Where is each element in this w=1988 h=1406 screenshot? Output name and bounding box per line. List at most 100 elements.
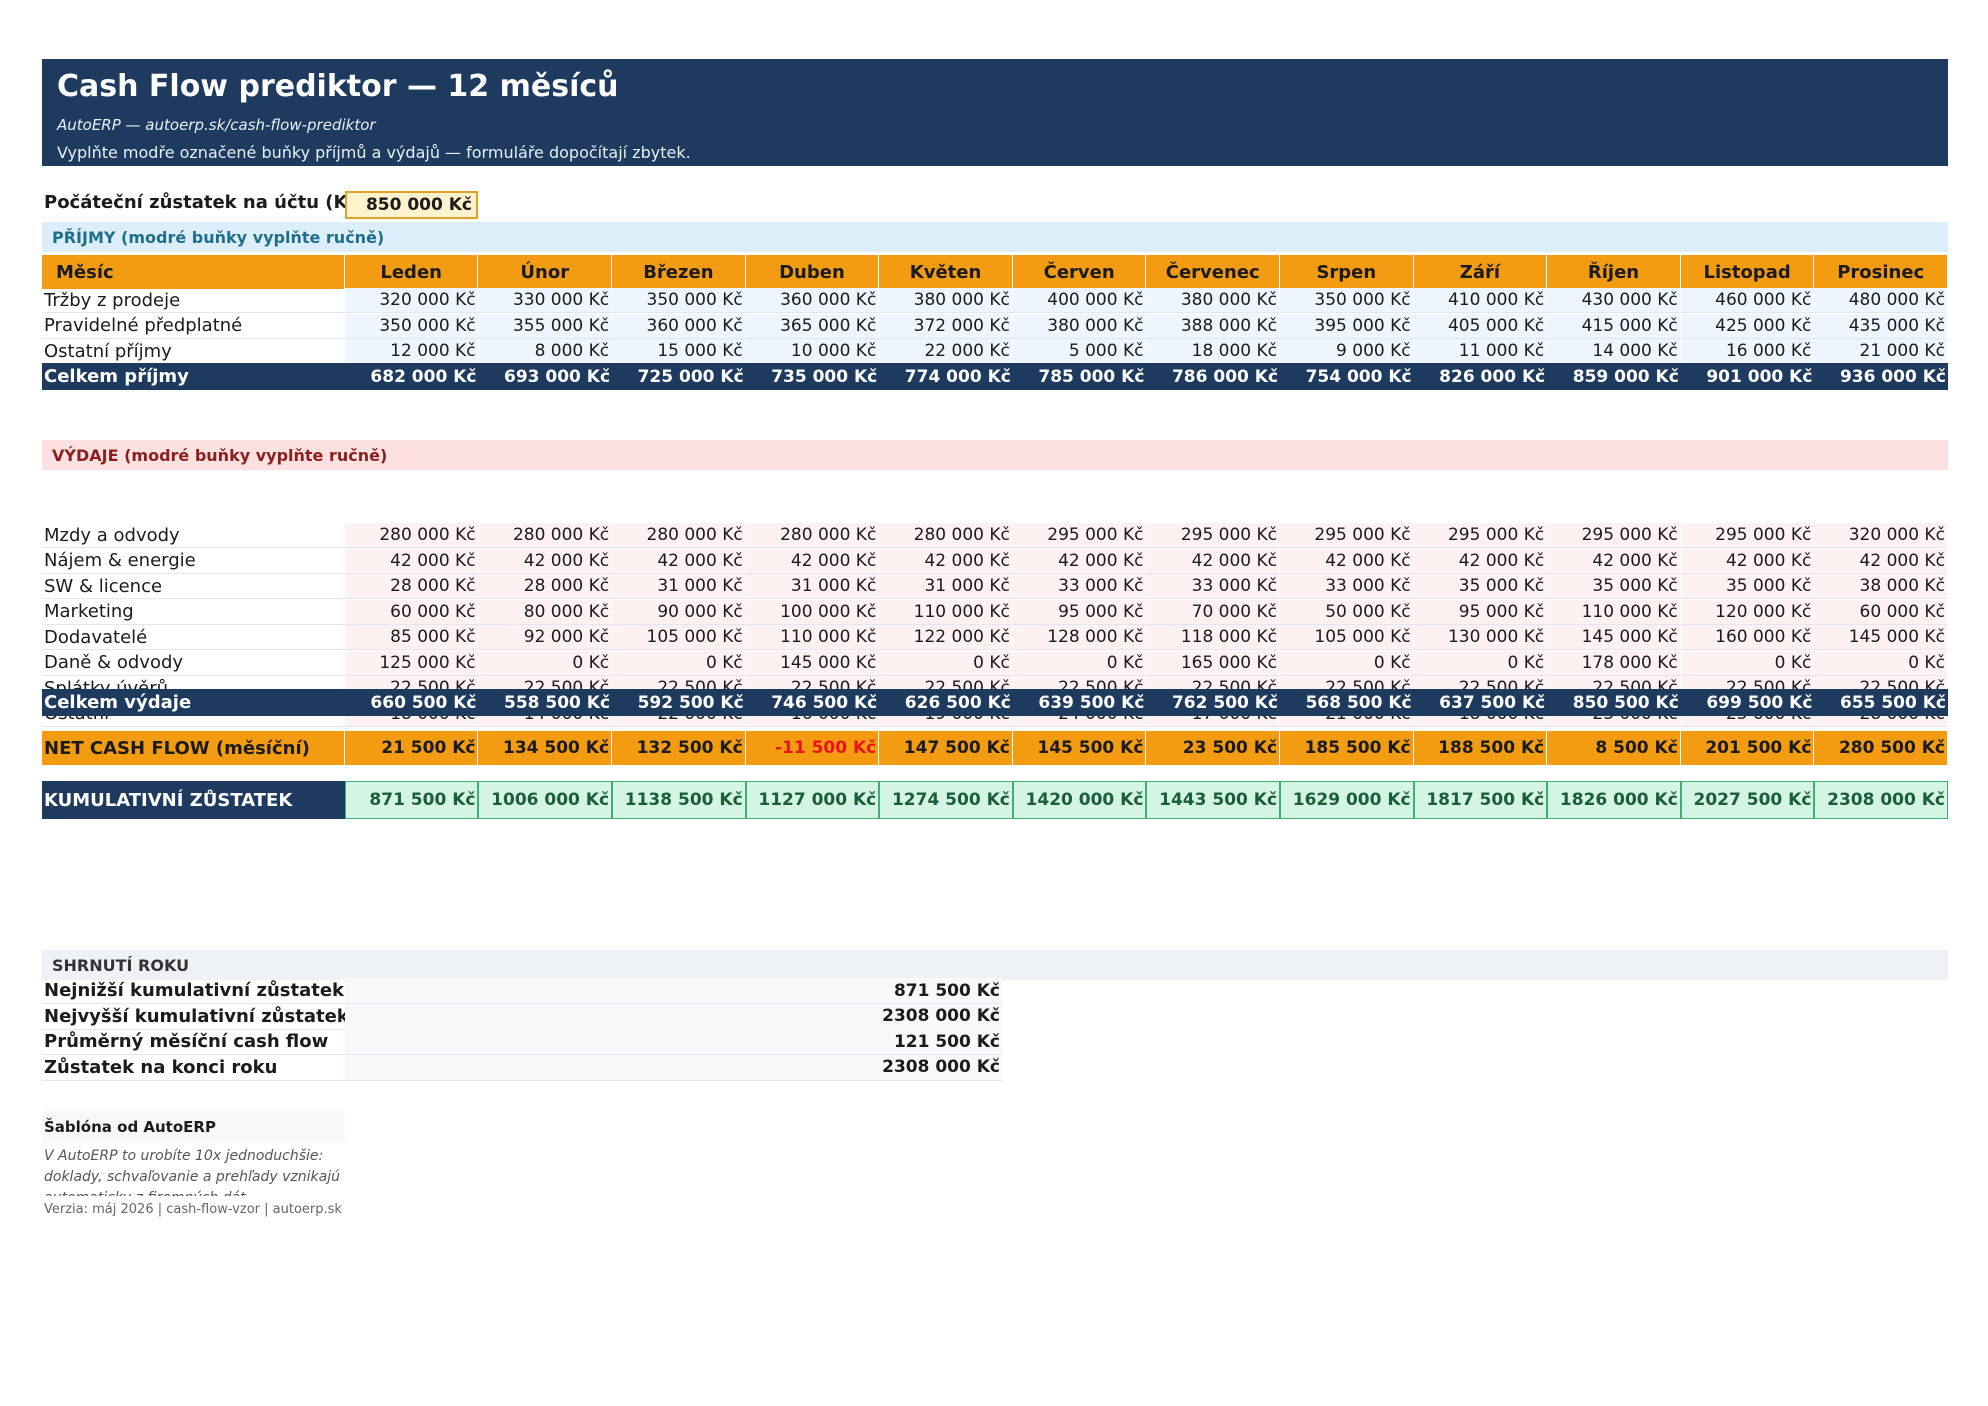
expense-value-cell[interactable]: 128 000 Kč <box>1012 625 1147 649</box>
expense-value-cell[interactable]: 145 000 Kč <box>745 650 880 675</box>
expense-value-cell[interactable]: 31 000 Kč <box>745 574 880 598</box>
income-value-cell[interactable]: 360 000 Kč <box>745 288 880 312</box>
expense-value-cell[interactable]: 110 000 Kč <box>745 625 880 649</box>
expense-value-cell[interactable]: 42 000 Kč <box>1146 548 1281 573</box>
income-value-cell[interactable]: 350 000 Kč <box>344 313 479 338</box>
expense-value-cell[interactable]: 110 000 Kč <box>879 599 1013 624</box>
expense-value-cell[interactable]: 118 000 Kč <box>1146 625 1281 649</box>
income-value-cell[interactable]: 330 000 Kč <box>478 288 613 312</box>
expense-value-cell[interactable]: 0 Kč <box>1680 650 1815 675</box>
expense-value-cell[interactable]: 130 000 Kč <box>1413 625 1548 649</box>
expense-value-cell[interactable]: 42 000 Kč <box>612 548 746 573</box>
expense-value-cell[interactable]: 33 000 Kč <box>1146 574 1281 598</box>
expense-value-cell[interactable]: 42 000 Kč <box>1680 548 1815 573</box>
expense-value-cell[interactable]: 31 000 Kč <box>612 574 746 598</box>
expense-value-cell[interactable]: 42 000 Kč <box>344 548 479 573</box>
expense-value-cell[interactable]: 122 000 Kč <box>879 625 1013 649</box>
income-value-cell[interactable]: 405 000 Kč <box>1413 313 1548 338</box>
expense-value-cell[interactable]: 295 000 Kč <box>1680 523 1815 547</box>
expense-value-cell[interactable]: 42 000 Kč <box>1413 548 1548 573</box>
expense-value-cell[interactable]: 165 000 Kč <box>1146 650 1281 675</box>
expense-value-cell[interactable]: 80 000 Kč <box>478 599 613 624</box>
expense-value-cell[interactable]: 105 000 Kč <box>1280 625 1414 649</box>
expense-value-cell[interactable]: 35 000 Kč <box>1413 574 1548 598</box>
income-value-cell[interactable]: 15 000 Kč <box>612 339 746 363</box>
expense-value-cell[interactable]: 0 Kč <box>1012 650 1147 675</box>
expense-value-cell[interactable]: 295 000 Kč <box>1146 523 1281 547</box>
income-value-cell[interactable]: 14 000 Kč <box>1547 339 1681 363</box>
expense-value-cell[interactable]: 110 000 Kč <box>1547 599 1681 624</box>
income-value-cell[interactable]: 460 000 Kč <box>1680 288 1815 312</box>
income-value-cell[interactable]: 355 000 Kč <box>478 313 613 338</box>
expense-value-cell[interactable]: 100 000 Kč <box>745 599 880 624</box>
income-value-cell[interactable]: 380 000 Kč <box>1146 288 1281 312</box>
income-value-cell[interactable]: 425 000 Kč <box>1680 313 1815 338</box>
expense-value-cell[interactable]: 85 000 Kč <box>344 625 479 649</box>
expense-value-cell[interactable]: 42 000 Kč <box>1814 548 1948 573</box>
income-value-cell[interactable]: 365 000 Kč <box>745 313 880 338</box>
expense-value-cell[interactable]: 0 Kč <box>478 650 613 675</box>
income-value-cell[interactable]: 380 000 Kč <box>1012 313 1147 338</box>
expense-value-cell[interactable]: 295 000 Kč <box>1280 523 1414 547</box>
income-value-cell[interactable]: 400 000 Kč <box>1012 288 1147 312</box>
expense-value-cell[interactable]: 42 000 Kč <box>478 548 613 573</box>
expense-value-cell[interactable]: 92 000 Kč <box>478 625 613 649</box>
expense-value-cell[interactable]: 28 000 Kč <box>478 574 613 598</box>
expense-value-cell[interactable]: 280 000 Kč <box>612 523 746 547</box>
expense-value-cell[interactable]: 125 000 Kč <box>344 650 479 675</box>
expense-value-cell[interactable]: 42 000 Kč <box>745 548 880 573</box>
expense-value-cell[interactable]: 120 000 Kč <box>1680 599 1815 624</box>
income-value-cell[interactable]: 10 000 Kč <box>745 339 880 363</box>
expense-value-cell[interactable]: 0 Kč <box>1814 650 1948 675</box>
income-value-cell[interactable]: 395 000 Kč <box>1280 313 1414 338</box>
income-value-cell[interactable]: 480 000 Kč <box>1814 288 1948 312</box>
income-value-cell[interactable]: 22 000 Kč <box>879 339 1013 363</box>
income-value-cell[interactable]: 8 000 Kč <box>478 339 613 363</box>
expense-value-cell[interactable]: 160 000 Kč <box>1680 625 1815 649</box>
income-value-cell[interactable]: 380 000 Kč <box>879 288 1013 312</box>
expense-value-cell[interactable]: 38 000 Kč <box>1814 574 1948 598</box>
starting-balance-input[interactable]: 850 000 Kč <box>345 191 478 219</box>
expense-value-cell[interactable]: 42 000 Kč <box>1547 548 1681 573</box>
income-value-cell[interactable]: 430 000 Kč <box>1547 288 1681 312</box>
expense-value-cell[interactable]: 178 000 Kč <box>1547 650 1681 675</box>
expense-value-cell[interactable]: 95 000 Kč <box>1012 599 1147 624</box>
income-value-cell[interactable]: 21 000 Kč <box>1814 339 1948 363</box>
expense-value-cell[interactable]: 295 000 Kč <box>1012 523 1147 547</box>
expense-value-cell[interactable]: 35 000 Kč <box>1547 574 1681 598</box>
expense-value-cell[interactable]: 42 000 Kč <box>879 548 1013 573</box>
income-value-cell[interactable]: 410 000 Kč <box>1413 288 1548 312</box>
expense-value-cell[interactable]: 42 000 Kč <box>1280 548 1414 573</box>
expense-value-cell[interactable]: 31 000 Kč <box>879 574 1013 598</box>
expense-value-cell[interactable]: 60 000 Kč <box>344 599 479 624</box>
income-value-cell[interactable]: 12 000 Kč <box>344 339 479 363</box>
expense-value-cell[interactable]: 280 000 Kč <box>478 523 613 547</box>
expense-value-cell[interactable]: 70 000 Kč <box>1146 599 1281 624</box>
expense-value-cell[interactable]: 95 000 Kč <box>1413 599 1548 624</box>
expense-value-cell[interactable]: 90 000 Kč <box>612 599 746 624</box>
income-value-cell[interactable]: 350 000 Kč <box>1280 288 1414 312</box>
income-value-cell[interactable]: 350 000 Kč <box>612 288 746 312</box>
expense-value-cell[interactable]: 50 000 Kč <box>1280 599 1414 624</box>
expense-value-cell[interactable]: 280 000 Kč <box>344 523 479 547</box>
expense-value-cell[interactable]: 145 000 Kč <box>1814 625 1948 649</box>
income-value-cell[interactable]: 320 000 Kč <box>344 288 479 312</box>
income-value-cell[interactable]: 11 000 Kč <box>1413 339 1548 363</box>
expense-value-cell[interactable]: 0 Kč <box>879 650 1013 675</box>
expense-value-cell[interactable]: 33 000 Kč <box>1280 574 1414 598</box>
income-value-cell[interactable]: 435 000 Kč <box>1814 313 1948 338</box>
expense-value-cell[interactable]: 320 000 Kč <box>1814 523 1948 547</box>
income-value-cell[interactable]: 18 000 Kč <box>1146 339 1281 363</box>
income-value-cell[interactable]: 16 000 Kč <box>1680 339 1815 363</box>
income-value-cell[interactable]: 415 000 Kč <box>1547 313 1681 338</box>
expense-value-cell[interactable]: 0 Kč <box>1280 650 1414 675</box>
expense-value-cell[interactable]: 280 000 Kč <box>879 523 1013 547</box>
income-value-cell[interactable]: 5 000 Kč <box>1012 339 1147 363</box>
expense-value-cell[interactable]: 35 000 Kč <box>1680 574 1815 598</box>
income-value-cell[interactable]: 360 000 Kč <box>612 313 746 338</box>
expense-value-cell[interactable]: 280 000 Kč <box>745 523 880 547</box>
expense-value-cell[interactable]: 295 000 Kč <box>1413 523 1548 547</box>
expense-value-cell[interactable]: 0 Kč <box>1413 650 1548 675</box>
income-value-cell[interactable]: 372 000 Kč <box>879 313 1013 338</box>
expense-value-cell[interactable]: 105 000 Kč <box>612 625 746 649</box>
